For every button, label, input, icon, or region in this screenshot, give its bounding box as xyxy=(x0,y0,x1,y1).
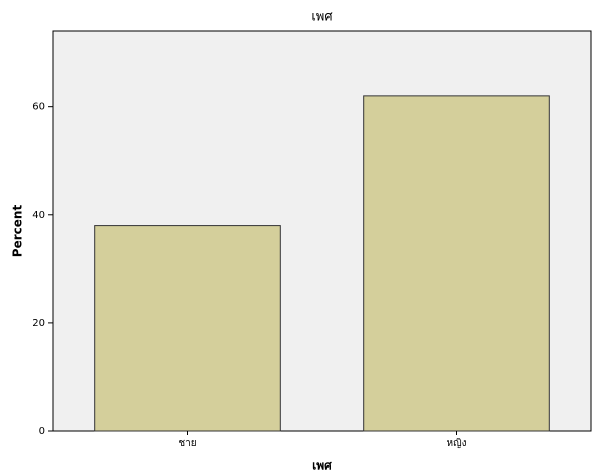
y-tick-label: 0 xyxy=(39,426,45,437)
bar xyxy=(363,95,550,432)
bar xyxy=(94,225,281,432)
x-tick-label: ชาย xyxy=(178,438,196,449)
y-tick-label: 20 xyxy=(32,318,45,329)
x-axis-title: เพศ xyxy=(312,459,332,473)
y-axis-title: Percent xyxy=(11,205,25,258)
chart-title: เพศ xyxy=(311,10,333,25)
y-tick-label: 60 xyxy=(32,102,45,113)
x-tick-label: หญิง xyxy=(447,438,467,449)
y-tick-label: 40 xyxy=(32,210,45,221)
